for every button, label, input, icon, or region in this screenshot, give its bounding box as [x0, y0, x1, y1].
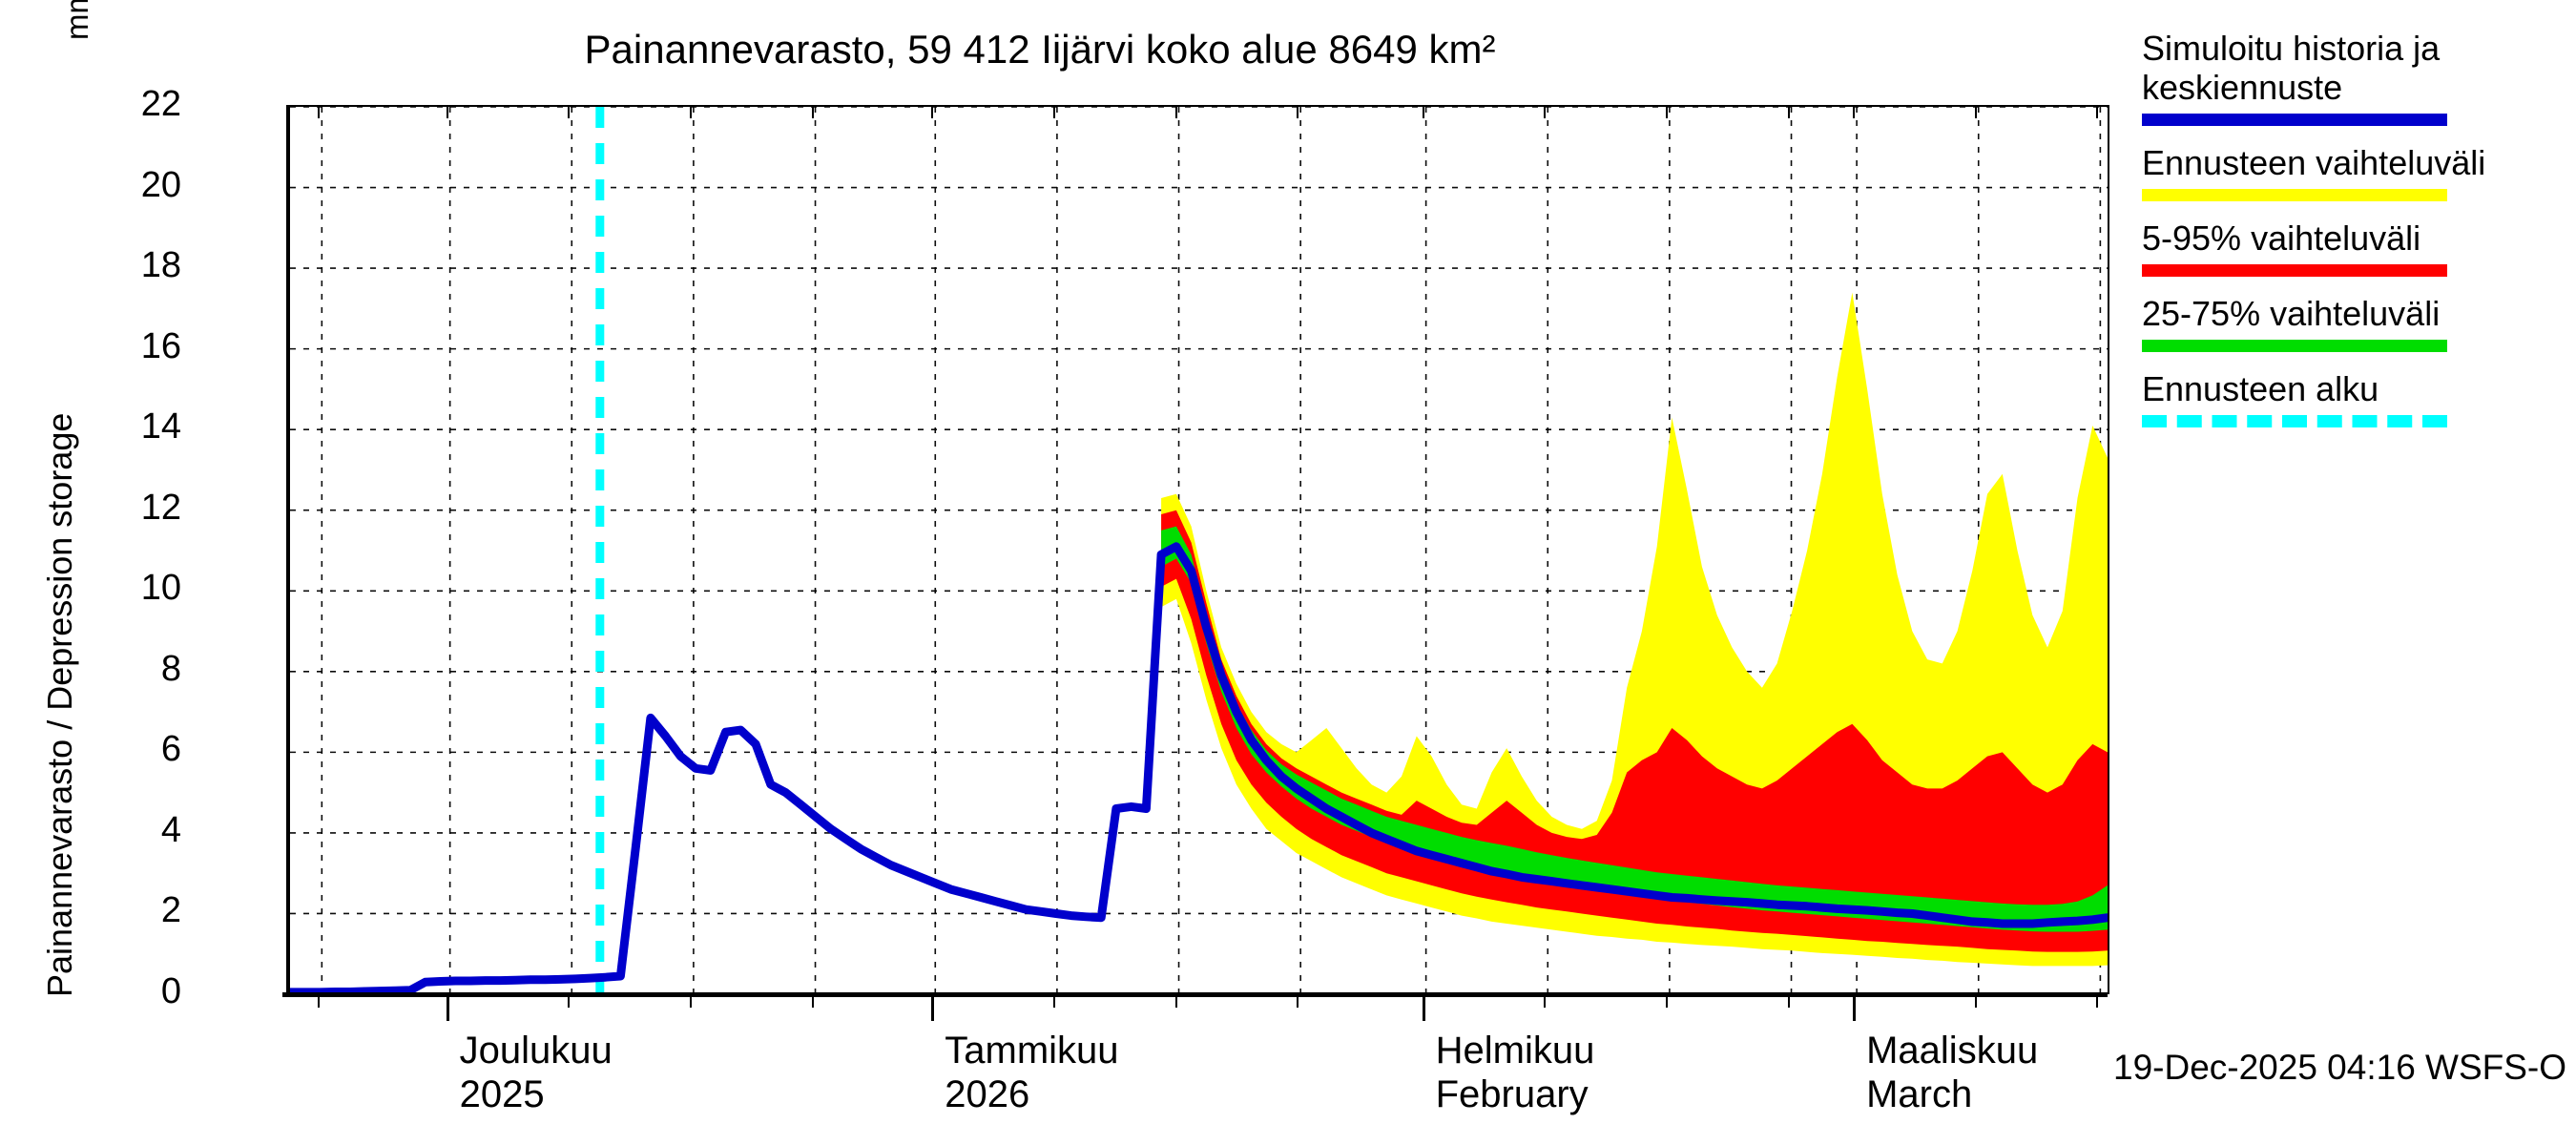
x-tick-minor	[568, 992, 571, 1008]
x-tick-top	[1853, 105, 1856, 118]
x-axis-label: Maaliskuu March	[1866, 1029, 2038, 1116]
legend-label: 5-95% vaihteluväli	[2142, 219, 2421, 258]
legend-swatch	[2142, 189, 2447, 201]
x-tick-major	[1422, 992, 1425, 1021]
x-tick-minor	[1297, 992, 1299, 1008]
chart-title: Painannevarasto, 59 412 Iijärvi koko alu…	[584, 27, 1496, 72]
legend: Simuloitu historia ja keskiennuste Ennust…	[2142, 29, 2562, 457]
x-tick-minor	[689, 992, 692, 1008]
legend-swatch	[2142, 415, 2447, 440]
x-tick-minor	[1174, 992, 1177, 1008]
x-tick-top	[1665, 105, 1668, 118]
plot-canvas	[290, 107, 2108, 994]
legend-entry: Ennusteen vaihteluväli	[2142, 143, 2562, 201]
x-axis-label-secondary: 2026	[945, 1073, 1030, 1115]
y-tick-label: 2	[160, 890, 181, 931]
x-tick-top	[689, 105, 692, 118]
y-axis-tick-labels: 22 20 18 16 14 12 10 8 6 4 2 0	[105, 0, 181, 1145]
x-tick-minor	[1544, 992, 1547, 1008]
y-axis-unit-label: mm	[59, 0, 94, 40]
legend-label: Ennusteen vaihteluväli	[2142, 143, 2486, 182]
legend-label: 25-75% vaihteluväli	[2142, 294, 2441, 333]
y-tick-label: 18	[140, 245, 181, 286]
x-axis-label-secondary: February	[1435, 1073, 1589, 1115]
x-axis-label: Helmikuu February	[1436, 1029, 1595, 1116]
x-tick-minor	[318, 992, 321, 1008]
legend-entry: Simuloitu historia ja keskiennuste	[2142, 29, 2562, 126]
x-tick-minor	[811, 992, 814, 1008]
legend-entry: Ennusteen alku	[2142, 369, 2562, 440]
x-axis-label-primary: Joulukuu	[459, 1030, 613, 1072]
legend-swatch	[2142, 114, 2447, 126]
x-tick-top	[2096, 105, 2099, 118]
x-tick-top	[1052, 105, 1055, 118]
legend-swatch	[2142, 264, 2447, 277]
legend-swatch	[2142, 340, 2447, 352]
y-tick-label: 8	[160, 648, 181, 689]
x-tick-top	[931, 105, 934, 118]
x-tick-top	[1422, 105, 1424, 118]
x-axis-label-secondary: 2025	[459, 1073, 545, 1115]
x-tick-top	[446, 105, 448, 118]
y-tick-label: 4	[160, 809, 181, 850]
x-axis-label: Joulukuu 2025	[460, 1029, 613, 1116]
x-tick-top	[811, 105, 814, 118]
x-tick-top	[1544, 105, 1547, 118]
x-tick-top	[318, 105, 321, 118]
x-tick-top	[1974, 105, 1977, 118]
y-tick-label: 22	[140, 84, 181, 124]
x-tick-minor	[1665, 992, 1668, 1008]
x-tick-minor	[1052, 992, 1055, 1008]
plot-area	[286, 105, 2109, 994]
y-tick-label: 6	[160, 729, 181, 770]
x-axis-line	[282, 992, 2108, 997]
x-tick-top	[1174, 105, 1177, 118]
x-tick-minor	[1974, 992, 1977, 1008]
chart-svg	[290, 107, 2108, 994]
footer-timestamp: 19-Dec-2025 04:16 WSFS-O	[2113, 1048, 2567, 1087]
x-axis-label-primary: Helmikuu	[1435, 1030, 1595, 1072]
x-axis-label-primary: Tammikuu	[945, 1030, 1119, 1072]
y-axis-title: Painannevarasto / Depression storage	[40, 412, 79, 997]
x-tick-major	[1853, 992, 1857, 1021]
legend-entry: 25-75% vaihteluväli	[2142, 294, 2562, 352]
x-axis-label: Tammikuu 2026	[945, 1029, 1118, 1116]
x-tick-major	[446, 992, 449, 1021]
legend-entry: 5-95% vaihteluväli	[2142, 219, 2562, 277]
y-tick-label: 20	[140, 164, 181, 205]
x-tick-top	[1297, 105, 1299, 118]
x-tick-top	[1787, 105, 1790, 118]
y-tick-label: 0	[160, 971, 181, 1011]
x-tick-major	[931, 992, 935, 1021]
legend-label: Ennusteen alku	[2142, 369, 2379, 408]
legend-label: Simuloitu historia ja keskiennuste	[2142, 29, 2441, 107]
y-tick-label: 10	[140, 568, 181, 609]
y-tick-label: 12	[140, 487, 181, 528]
x-axis-label-primary: Maaliskuu	[1866, 1030, 2039, 1072]
y-tick-label: 14	[140, 406, 181, 448]
y-tick-label: 16	[140, 325, 181, 366]
x-axis-label-secondary: March	[1866, 1073, 1973, 1115]
x-tick-top	[568, 105, 571, 118]
x-tick-minor	[1787, 992, 1790, 1008]
x-tick-minor	[2096, 992, 2099, 1008]
